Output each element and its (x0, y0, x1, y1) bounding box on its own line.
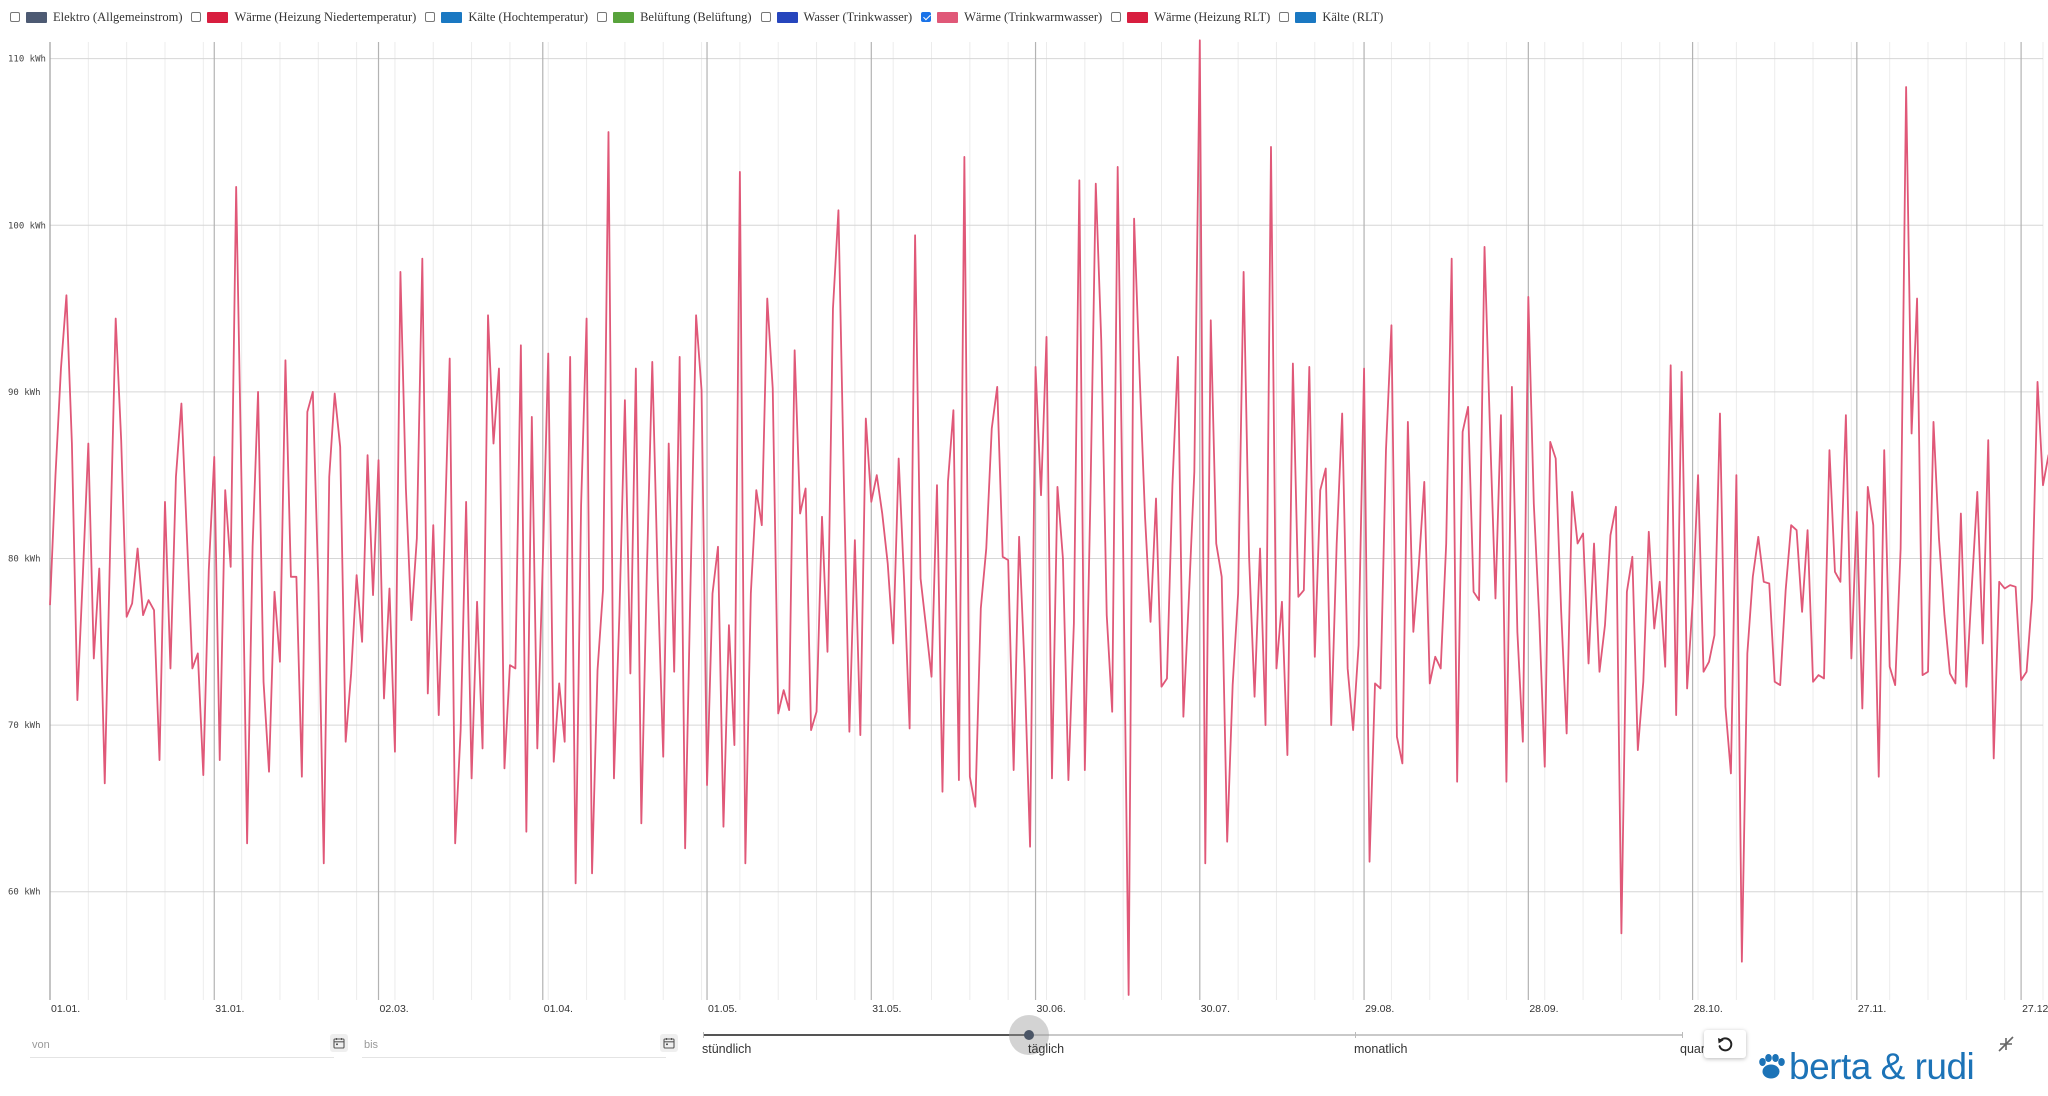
legend-swatch (776, 11, 798, 23)
legend-swatch (937, 11, 959, 23)
x-tick-label: 27.11. (1858, 1003, 1886, 1015)
reset-icon (1718, 1037, 1733, 1052)
to-calendar-button[interactable] (660, 1034, 678, 1052)
legend-label: Wärme (Trinkwarmwasser) (964, 9, 1103, 24)
x-tick-label: 31.01. (215, 1003, 244, 1015)
paw-icon (1759, 1054, 1785, 1079)
y-tick-label: 110 kWh (8, 55, 46, 65)
chart-legend: Elektro (Allgemeinstrom) Wärme (Heizung N… (10, 6, 2038, 28)
x-tick-label: 27.12. (2022, 1003, 2048, 1015)
calendar-icon (663, 1038, 675, 1049)
slider-tick (703, 1032, 704, 1038)
to-date-input[interactable] (362, 1033, 666, 1058)
legend-swatch (207, 11, 229, 23)
legend-checkbox[interactable] (1111, 12, 1122, 22)
y-tick-label: 90 kWh (8, 388, 41, 398)
berta-rudi-logo: berta & rudi (1756, 1046, 1975, 1088)
legend-checkbox[interactable] (425, 12, 436, 22)
legend-swatch (441, 11, 463, 23)
x-tick-label: 28.10. (1694, 1003, 1723, 1015)
from-calendar-button[interactable] (330, 1034, 348, 1052)
x-tick-label: 31.05. (872, 1003, 901, 1015)
y-tick-label: 80 kWh (8, 554, 41, 564)
y-tick-label: 70 kWh (8, 721, 41, 731)
x-tick-label: 28.09. (1529, 1003, 1558, 1015)
y-tick-label: 100 kWh (8, 221, 46, 231)
resolution-slider-fill (703, 1034, 1029, 1036)
x-tick-label: 01.04. (544, 1003, 573, 1015)
legend-label: Wärme (Heizung RLT) (1154, 9, 1271, 24)
legend-label: Wasser (Trinkwasser) (803, 9, 913, 24)
x-tick-label: 02.03. (380, 1003, 409, 1015)
legend-checkbox[interactable] (597, 12, 608, 22)
legend-item[interactable]: Wärme (Heizung RLT) (1111, 10, 1270, 25)
legend-label: Kälte (Hochtemperatur) (468, 9, 589, 24)
resolution-slider-track[interactable] (703, 1034, 1683, 1036)
slider-tick (1682, 1032, 1683, 1038)
legend-swatch (1295, 11, 1317, 23)
legend-item[interactable]: Wärme (Heizung Niedertemperatur) (191, 10, 416, 25)
legend-label: Kälte (RLT) (1322, 9, 1384, 24)
x-tick-label: 01.05. (708, 1003, 737, 1015)
legend-checkbox[interactable] (760, 12, 771, 22)
resolution-label-daily[interactable]: täglich (1028, 1042, 1065, 1056)
legend-label: Elektro (Allgemeinstrom) (53, 9, 183, 24)
slider-tick (1355, 1032, 1356, 1038)
y-tick-label: 60 kWh (8, 888, 41, 898)
collapse-icon[interactable] (1996, 1034, 2016, 1054)
legend-checkbox[interactable] (921, 12, 932, 22)
legend-label: Belüftung (Belüftung) (640, 9, 752, 24)
series-line (49, 39, 2048, 996)
resolution-slider-thumb[interactable] (1024, 1030, 1034, 1040)
calendar-icon (333, 1038, 345, 1049)
legend-swatch (26, 11, 47, 23)
legend-item[interactable]: Wärme (Trinkwarmwasser) (921, 10, 1102, 25)
legend-swatch (1127, 11, 1149, 23)
legend-swatch (613, 11, 635, 23)
legend-item[interactable]: Wasser (Trinkwasser) (760, 9, 913, 25)
legend-item[interactable]: Belüftung (Belüftung) (597, 9, 752, 25)
legend-item[interactable]: Elektro (Allgemeinstrom) (10, 10, 182, 25)
resolution-label-monthly[interactable]: monatlich (1354, 1042, 1408, 1056)
chart-series (49, 39, 2048, 996)
legend-item[interactable]: Kälte (Hochtemperatur) (425, 10, 588, 25)
from-date-input[interactable] (30, 1033, 334, 1058)
legend-checkbox[interactable] (1279, 12, 1290, 22)
chart-axes: 60 kWh 70 kWh 80 kWh 90 kWh 100 kWh 110 kWh 01… (8, 42, 2048, 1015)
x-tick-label: 01.01. (51, 1003, 80, 1015)
legend-item[interactable]: Kälte (RLT) (1279, 10, 1383, 25)
x-tick-label: 30.07. (1201, 1003, 1230, 1015)
legend-checkbox[interactable] (191, 12, 202, 22)
reset-zoom-button[interactable] (1704, 1030, 1746, 1058)
legend-checkbox[interactable] (10, 12, 20, 22)
logo-text: berta & rudi (1789, 1046, 1975, 1087)
resolution-label-hourly[interactable]: stündlich (702, 1042, 752, 1056)
x-tick-label: 29.08. (1365, 1003, 1394, 1015)
x-tick-label: 30.06. (1037, 1003, 1066, 1015)
chart-grid (49, 42, 2044, 1000)
legend-label: Wärme (Heizung Niedertemperatur) (234, 9, 417, 24)
line-chart: 60 kWh 70 kWh 80 kWh 90 kWh 100 kWh 110 kWh 01… (8, 39, 2048, 1015)
